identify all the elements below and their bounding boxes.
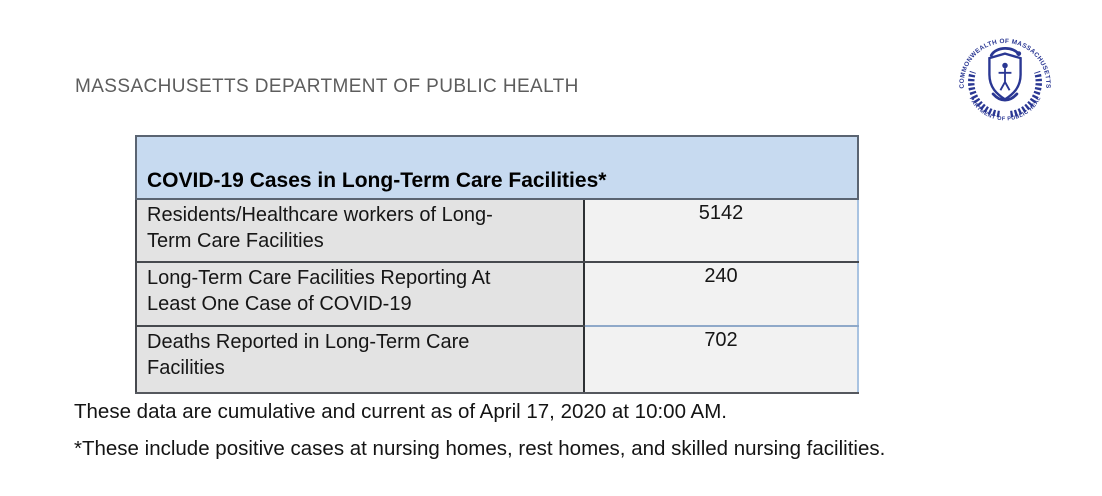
table-title: COVID-19 Cases in Long-Term Care Facilit… — [134, 135, 860, 200]
row-value: 702 — [584, 326, 860, 394]
covid-ltc-table-container: COVID-19 Cases in Long-Term Care Facilit… — [134, 135, 860, 394]
wreath-icon — [968, 70, 1042, 118]
snake-head — [1016, 51, 1022, 56]
dph-seal-logo: COMMONWEALTH OF MASSACHUSETTS DEPARTMENT… — [950, 26, 1051, 122]
row-label: Deaths Reported in Long-Term Care Facili… — [135, 326, 585, 394]
page-title: MASSACHUSETTS DEPARTMENT OF PUBLIC HEALT… — [75, 76, 579, 97]
row-value: 240 — [584, 262, 860, 327]
row-label: Long-Term Care Facilities Reporting At L… — [135, 262, 585, 327]
shield-icon — [988, 52, 1022, 101]
row-label: Residents/Healthcare workers of Long- Te… — [135, 199, 585, 263]
row-value: 5142 — [584, 199, 860, 263]
shield-figure — [998, 62, 1012, 91]
table-row-deaths: Deaths Reported in Long-Term Care Facili… — [135, 326, 860, 394]
table-row-facilities-reporting: Long-Term Care Facilities Reporting At L… — [135, 262, 860, 327]
footnote-asterisk: *These include positive cases at nursing… — [74, 437, 886, 460]
covid-ltc-table: COVID-19 Cases in Long-Term Care Facilit… — [134, 135, 860, 394]
table-row-residents: Residents/Healthcare workers of Long- Te… — [135, 199, 860, 263]
cumulative-note: These data are cumulative and current as… — [74, 400, 727, 423]
table-title-row: COVID-19 Cases in Long-Term Care Facilit… — [134, 135, 860, 200]
